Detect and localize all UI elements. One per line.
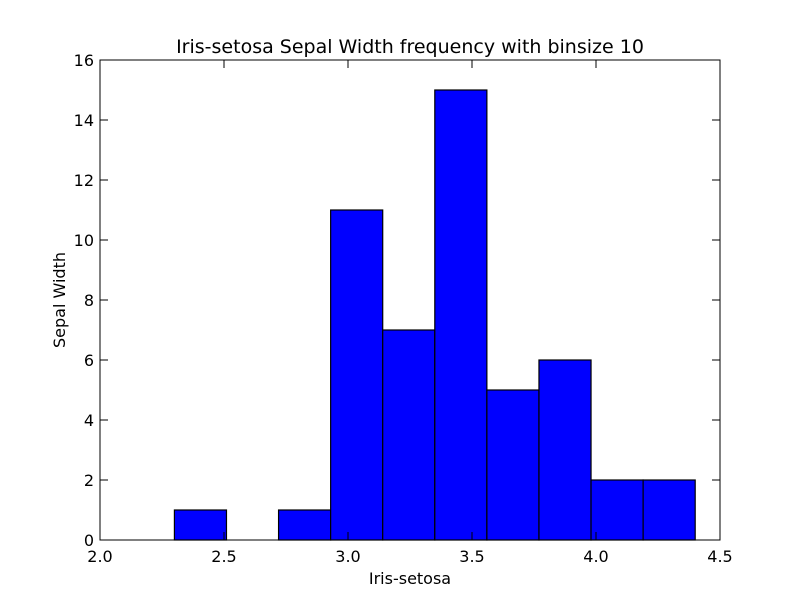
x-tick-label: 3.0	[335, 547, 360, 566]
x-tick-label: 2.0	[87, 547, 112, 566]
histogram-bar	[330, 209, 384, 541]
y-tick-label: 12	[74, 171, 94, 190]
histogram-bar	[434, 89, 488, 541]
y-axis-label: Sepal Width	[50, 252, 69, 348]
x-axis-ticks: 2.0 2.5 3.0 3.5 4.0 4.5	[87, 60, 733, 566]
y-tick-label: 6	[84, 351, 94, 370]
histogram-bar	[642, 479, 696, 541]
histogram-bar	[277, 509, 332, 541]
chart-title: Iris-setosa Sepal Width frequency with b…	[176, 36, 644, 58]
y-tick-label: 8	[84, 291, 94, 310]
histogram-bar	[382, 329, 436, 541]
x-axis-label: Iris-setosa	[369, 569, 451, 588]
y-axis-ticks: 0 2 4 6 8 10 12 14 16	[74, 51, 720, 550]
x-tick-label: 3.5	[459, 547, 484, 566]
histogram-bar	[173, 509, 228, 541]
y-tick-label: 0	[84, 531, 94, 550]
y-tick-label: 2	[84, 471, 94, 490]
y-tick-label: 4	[84, 411, 94, 430]
y-tick-label: 16	[74, 51, 94, 70]
histogram-bar	[486, 389, 540, 541]
x-tick-label: 2.5	[211, 547, 236, 566]
x-tick-label: 4.5	[707, 547, 732, 566]
y-tick-label: 14	[74, 111, 94, 130]
histogram-bar	[538, 359, 592, 541]
x-tick-label: 4.0	[583, 547, 608, 566]
histogram-bar	[590, 479, 644, 541]
bars-group	[173, 89, 696, 541]
y-tick-label: 10	[74, 231, 94, 250]
